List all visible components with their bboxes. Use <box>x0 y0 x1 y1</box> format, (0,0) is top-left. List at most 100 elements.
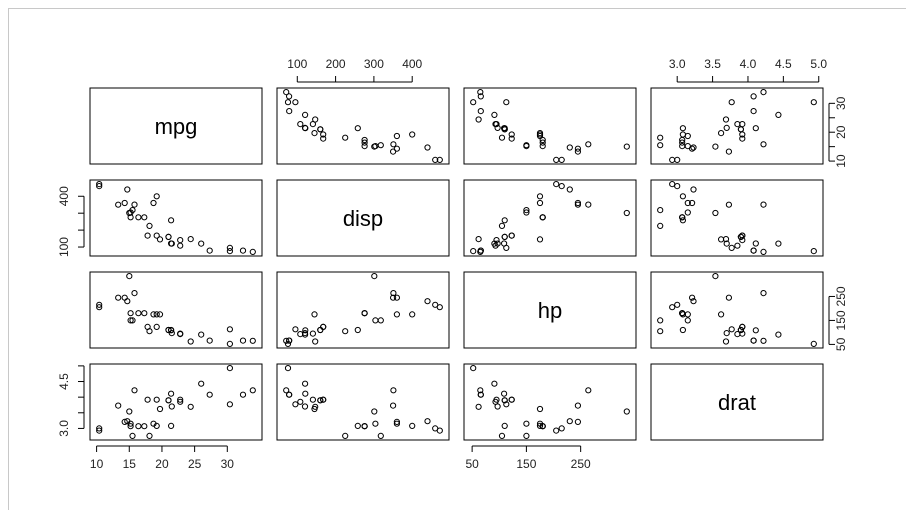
data-point <box>115 294 122 301</box>
tick-label-top-drat: 4.0 <box>740 57 757 71</box>
data-point <box>239 391 247 398</box>
data-point <box>501 397 508 404</box>
data-point <box>585 201 592 208</box>
data-point <box>679 143 686 150</box>
data-point <box>470 99 477 106</box>
data-point <box>249 387 256 394</box>
data-point <box>750 108 757 115</box>
data-point <box>493 396 500 403</box>
tick-label-right-mpg: 30 <box>834 96 848 110</box>
data-point <box>206 247 213 254</box>
data-point <box>493 121 500 128</box>
data-point <box>198 380 205 387</box>
tick-label-top-disp: 400 <box>402 57 422 71</box>
data-point <box>156 236 164 243</box>
data-point <box>302 125 309 132</box>
data-point <box>674 301 681 308</box>
data-point <box>177 237 184 244</box>
data-point <box>436 304 443 311</box>
data-point <box>177 398 184 405</box>
data-point <box>249 248 256 255</box>
data-point <box>725 294 733 301</box>
data-point <box>494 403 501 410</box>
data-point <box>393 420 400 427</box>
data-point <box>558 425 565 432</box>
data-point <box>135 214 142 221</box>
panel-disp-vs-mpg <box>89 179 263 257</box>
data-point <box>292 99 299 106</box>
data-point <box>361 136 368 144</box>
data-point <box>477 93 484 100</box>
data-point <box>96 427 103 434</box>
data-point <box>585 141 592 148</box>
data-point <box>283 89 290 96</box>
data-point <box>536 193 544 200</box>
data-point <box>409 131 416 138</box>
data-point <box>679 193 687 200</box>
data-point <box>574 145 582 152</box>
data-point <box>475 236 482 243</box>
data-point <box>728 326 735 333</box>
data-point <box>477 391 484 398</box>
data-point <box>372 420 379 427</box>
data-point <box>96 301 103 308</box>
panel-drat-vs-disp <box>276 363 450 441</box>
data-point <box>320 396 327 403</box>
panel-disp-vs-hp <box>463 179 637 257</box>
data-point <box>371 143 378 150</box>
data-point <box>165 326 172 334</box>
data-point <box>623 408 630 415</box>
data-point <box>309 121 316 128</box>
data-point <box>689 199 696 207</box>
data-point <box>168 330 175 337</box>
data-point <box>760 290 767 297</box>
panel-drat-vs-drat <box>650 363 824 441</box>
data-point <box>501 390 508 397</box>
data-point <box>432 156 439 163</box>
data-point <box>198 240 205 247</box>
tick-label-right-hp: 250 <box>834 286 848 306</box>
data-point <box>177 396 184 403</box>
data-point <box>144 232 151 239</box>
data-point <box>657 207 664 214</box>
data-point <box>96 181 103 188</box>
tick-label-bottom-hp: 50 <box>465 457 479 471</box>
data-point <box>574 418 582 425</box>
data-point <box>718 236 725 243</box>
data-point <box>723 124 730 132</box>
data-point <box>810 248 817 255</box>
data-point <box>752 327 759 334</box>
data-point <box>168 403 175 410</box>
data-point <box>127 317 134 324</box>
data-point <box>284 99 292 106</box>
data-point <box>342 432 349 439</box>
data-point <box>226 326 233 333</box>
data-point <box>249 337 256 344</box>
data-point <box>198 331 205 338</box>
data-point <box>144 323 151 330</box>
data-point <box>566 144 573 151</box>
data-point <box>342 328 349 335</box>
data-point <box>153 323 160 330</box>
data-point <box>679 214 686 221</box>
data-point <box>718 311 725 318</box>
panel-drat-vs-hp <box>463 363 637 441</box>
data-point <box>657 134 664 141</box>
data-point <box>361 143 368 150</box>
data-point <box>317 126 324 133</box>
data-point <box>297 398 304 405</box>
data-point <box>141 423 148 430</box>
data-point <box>734 331 741 338</box>
data-point <box>734 242 741 249</box>
data-point <box>409 311 416 318</box>
data-point <box>498 134 506 141</box>
data-point <box>760 201 767 208</box>
data-point <box>498 432 506 439</box>
data-point <box>508 232 515 239</box>
data-point <box>284 340 292 347</box>
diagonal-label-hp: hp <box>538 298 562 323</box>
tick-label-top-disp: 100 <box>287 57 307 71</box>
data-point <box>409 422 416 429</box>
tick-label-right-mpg: 20 <box>834 125 848 139</box>
data-point <box>432 301 439 308</box>
